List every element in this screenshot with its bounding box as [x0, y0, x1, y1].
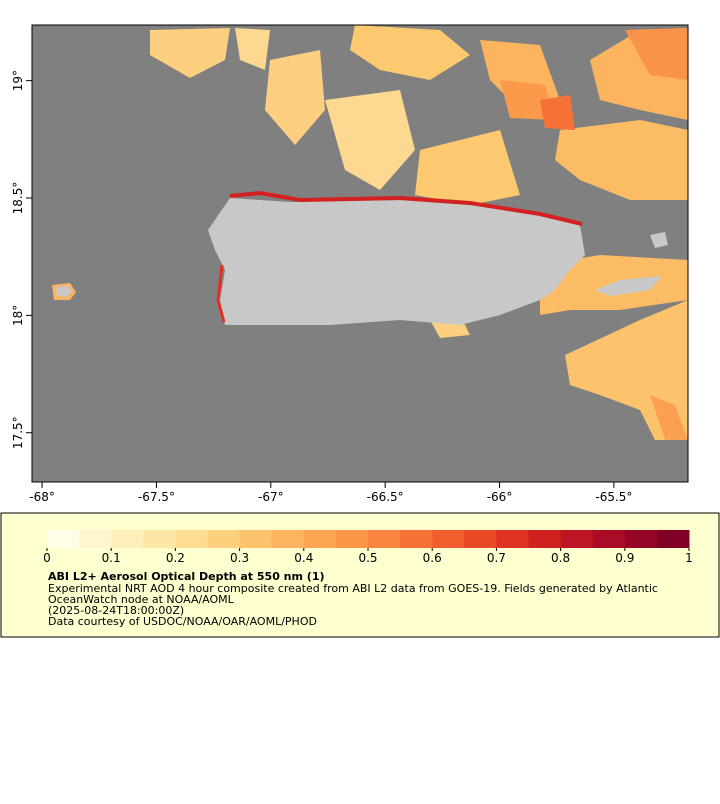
colorbar-segment	[368, 530, 401, 548]
colorbar-tick-label: 0.4	[294, 551, 313, 565]
colorbar-tick-label: 1	[685, 551, 693, 565]
y-tick-label: 18°	[11, 305, 25, 326]
colorbar-segment	[656, 530, 690, 548]
legend-line: (2025-08-24T18:00:00Z)	[48, 604, 184, 617]
legend-title: ABI L2+ Aerosol Optical Depth at 550 nm …	[48, 570, 325, 583]
colorbar-segment	[239, 530, 273, 548]
colorbar-tick-label: 0.1	[102, 551, 121, 565]
colorbar-segment	[47, 530, 80, 548]
y-tick-label: 17.5°	[11, 416, 25, 449]
y-tick-label: 19°	[11, 70, 25, 91]
colorbar-segment	[496, 530, 529, 548]
colorbar-tick-label: 0.2	[166, 551, 185, 565]
coastal-high-aod	[229, 190, 583, 226]
puerto-rico-land	[208, 198, 585, 325]
mona-land	[56, 286, 72, 297]
colorbar-segment	[560, 530, 594, 548]
x-tick-label: -67.5°	[138, 490, 175, 504]
colorbar-tick-label: 0.9	[615, 551, 634, 565]
colorbar-segment	[624, 530, 658, 548]
colorbar-tick-label: 0.8	[551, 551, 570, 565]
legend-line: Experimental NRT AOD 4 hour composite cr…	[48, 582, 658, 595]
colorbar-tick-label: 0.6	[423, 551, 442, 565]
coastal-high-aod	[216, 264, 226, 323]
aerosol-field	[150, 25, 688, 440]
colorbar-segment	[303, 530, 337, 548]
colorbar-segment	[335, 530, 369, 548]
colorbar-segment	[111, 530, 144, 548]
culebra-land	[650, 232, 668, 248]
colorbar-tick-label: 0.7	[487, 551, 506, 565]
colorbar-segment	[143, 530, 176, 548]
y-tick-label: 18.5°	[11, 182, 25, 215]
colorbar-segment	[464, 530, 497, 548]
colorbar-segment	[79, 530, 112, 548]
colorbar-segment	[175, 530, 208, 548]
x-tick-label: -66.5°	[367, 490, 404, 504]
x-tick-label: -66°	[487, 490, 513, 504]
colorbar-segment	[207, 530, 241, 548]
legend-line: OceanWatch node at NOAA/AOML	[48, 593, 235, 606]
colorbar-segment	[400, 530, 433, 548]
colorbar-tick-label: 0.5	[358, 551, 377, 565]
colorbar-segment	[528, 530, 562, 548]
x-tick-label: -68°	[29, 490, 55, 504]
colorbar-segment	[271, 530, 305, 548]
vieques-land	[595, 276, 662, 296]
legend-line: Data courtesy of USDOC/NOAA/OAR/AOML/PHO…	[48, 615, 317, 628]
x-tick-label: -67°	[258, 490, 284, 504]
map-frame	[31, 24, 689, 483]
x-tick-label: -65.5°	[595, 490, 632, 504]
colorbar-tick-label: 0.3	[230, 551, 249, 565]
colorbar-segment	[432, 530, 465, 548]
colorbar-segment	[592, 530, 626, 548]
map	[31, 24, 689, 483]
colorbar-tick-label: 0	[43, 551, 51, 565]
